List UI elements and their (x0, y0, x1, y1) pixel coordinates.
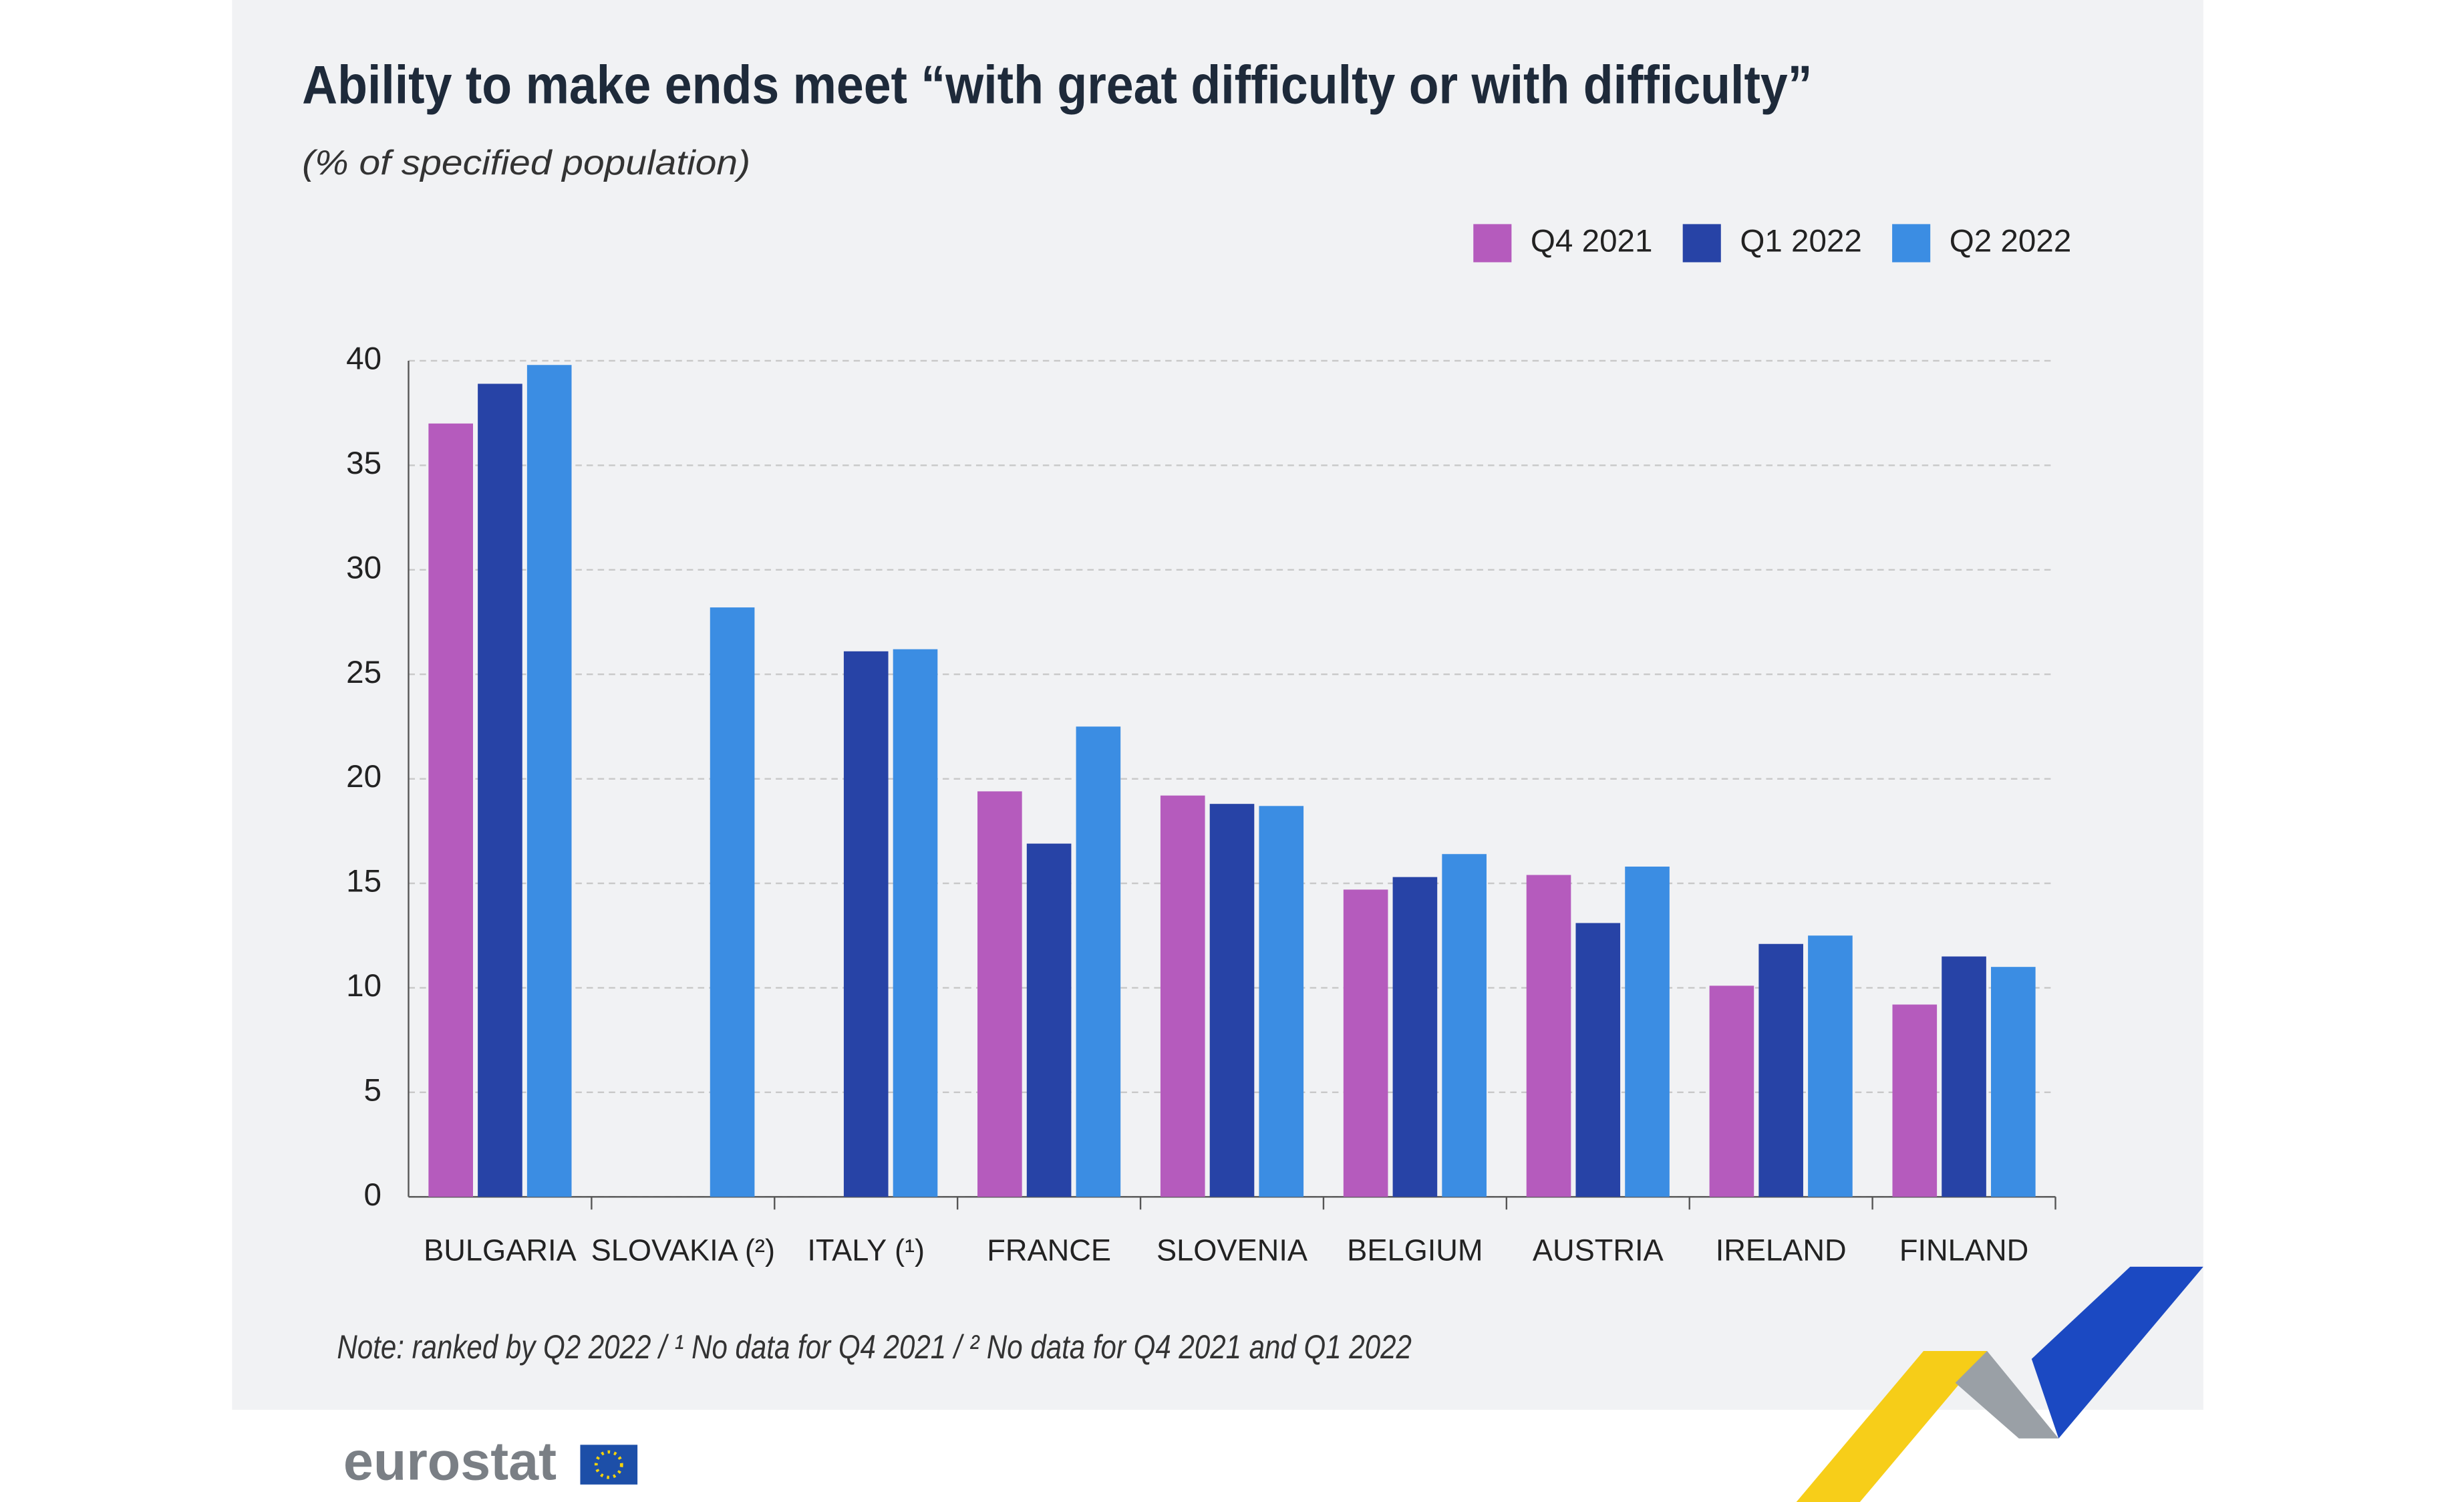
bar (1942, 956, 1986, 1197)
y-tick-label: 35 (346, 446, 381, 481)
bar (977, 791, 1022, 1197)
y-tick-label: 5 (364, 1072, 381, 1108)
legend-label: Q2 2022 (1950, 224, 2072, 259)
x-tick-label: BELGIUM (1347, 1233, 1483, 1267)
bar (1160, 795, 1205, 1197)
bar (1526, 875, 1571, 1197)
bar (1259, 806, 1304, 1197)
x-tick-label: ITALY (¹) (807, 1233, 925, 1267)
bar (478, 384, 522, 1197)
x-tick-label: FINLAND (1899, 1233, 2028, 1267)
decor-yellow (1796, 1351, 1988, 1502)
bar (843, 651, 889, 1197)
legend-swatch (1473, 224, 1512, 263)
logo-text: eurostat (343, 1432, 557, 1492)
bar (710, 607, 755, 1197)
legend-swatch (1892, 224, 1931, 263)
bar (1625, 867, 1670, 1197)
bar (1343, 889, 1388, 1197)
bar (1758, 943, 1803, 1197)
bar (893, 649, 938, 1197)
decor-grey (1955, 1351, 2059, 1439)
bar (1392, 877, 1438, 1197)
bar (1076, 726, 1121, 1197)
decor-blue (2031, 1266, 2203, 1439)
x-tick-label: BULGARIA (424, 1233, 577, 1267)
bar (1709, 986, 1754, 1197)
bar (1991, 967, 2036, 1197)
bar (428, 423, 473, 1197)
x-tick-label: FRANCE (987, 1233, 1111, 1267)
bar (526, 365, 572, 1197)
bar (1575, 923, 1621, 1197)
bar (1026, 843, 1072, 1197)
x-tick-label: AUSTRIA (1533, 1233, 1664, 1267)
x-tick-label: IRELAND (1716, 1233, 1847, 1267)
eu-stars (594, 1450, 623, 1479)
y-tick-label: 40 (346, 341, 381, 377)
y-tick-label: 20 (346, 759, 381, 794)
chart-title: Ability to make ends meet “with great di… (302, 55, 1812, 116)
y-tick-label: 0 (364, 1177, 381, 1213)
y-tick-label: 30 (346, 550, 381, 585)
bar (1892, 1004, 1938, 1197)
x-tick-label: SLOVAKIA (²) (591, 1233, 775, 1267)
y-tick-label: 25 (346, 655, 381, 690)
legend-label: Q4 2021 (1531, 224, 1653, 259)
bar (1442, 854, 1487, 1197)
bar (1808, 935, 1853, 1197)
x-tick-label: SLOVENIA (1157, 1233, 1308, 1267)
y-tick-label: 10 (346, 968, 381, 1004)
y-tick-label: 15 (346, 864, 381, 899)
legend-label: Q1 2022 (1740, 224, 1862, 259)
legend-swatch (1682, 224, 1721, 263)
bar (1209, 804, 1255, 1197)
chart-note: Note: ranked by Q2 2022 / ¹ No data for … (337, 1328, 1412, 1366)
chart-subtitle: (% of specified population) (302, 144, 750, 182)
